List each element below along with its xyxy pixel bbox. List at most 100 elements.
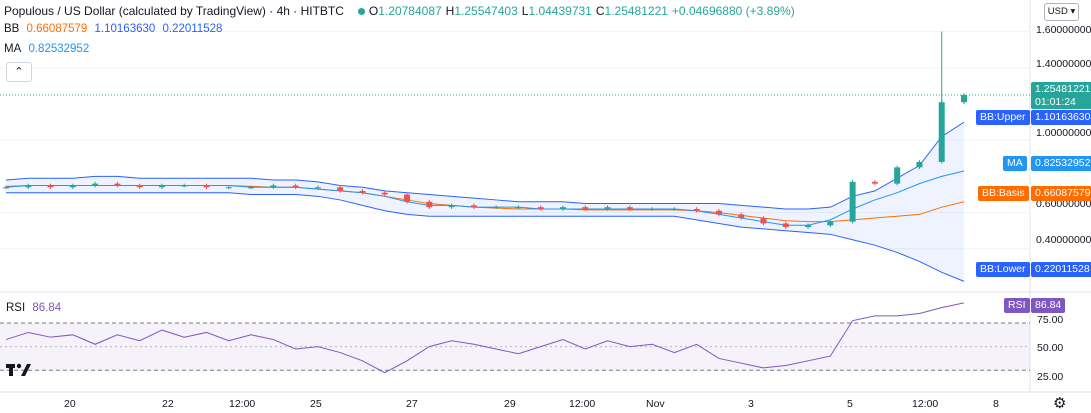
candle (782, 223, 789, 228)
candle (426, 201, 433, 208)
low-value: 1.04439731 (528, 4, 592, 18)
last-price-value: 1.25481221 (1035, 83, 1091, 95)
candle (537, 207, 544, 209)
candle (3, 187, 9, 189)
candle (203, 185, 210, 188)
bb-upper-tag-value: 1.10163630 (1031, 110, 1091, 125)
candle (671, 208, 678, 210)
tradingview-logo-icon[interactable] (6, 362, 34, 384)
price-axis-label: 1.00000000 (1036, 127, 1091, 139)
time-axis-label: 12:00 (229, 398, 256, 410)
candle (894, 167, 901, 184)
candle (827, 221, 834, 226)
gear-icon[interactable]: ⚙ (1053, 395, 1067, 412)
bb-basis-tag-label: BB:Basis (978, 186, 1029, 201)
ma-legend-name: MA (4, 43, 22, 55)
time-axis-label: 29 (504, 398, 516, 410)
candle (715, 210, 722, 215)
time-axis-label: 25 (310, 398, 322, 410)
bb-lower-tag-value: 0.22011528 (1031, 262, 1091, 277)
bb-basis-value: 0.66087579 (26, 23, 88, 35)
rsi-legend-name: RSI (6, 302, 26, 314)
high-value: 1.25547403 (454, 4, 518, 18)
chevron-down-icon: ▾ (1070, 6, 1076, 17)
time-axis-label: 3 (748, 398, 754, 410)
rsi-axis-label: 50.00 (1037, 342, 1064, 354)
bar-countdown: 01:01:24 (1035, 96, 1076, 108)
time-axis-label: 22 (162, 398, 174, 410)
ma-legend[interactable]: MA 0.82532952 (4, 43, 93, 55)
candle (738, 214, 745, 219)
candle (693, 208, 700, 211)
symbol-title[interactable]: Populous / US Dollar (calculated by Trad… (4, 4, 344, 18)
time-axis-label: 8 (993, 398, 999, 410)
candle (849, 181, 856, 222)
candle (181, 185, 188, 187)
bb-legend-name: BB (4, 23, 20, 35)
bb-lower-tag-label: BB:Lower (976, 262, 1030, 277)
bb-upper-line (5, 121, 965, 210)
candle (314, 187, 321, 189)
bb-legend[interactable]: BB 0.66087579 1.10163630 0.22011528 (4, 23, 226, 35)
ma-legend-value: 0.82532952 (28, 43, 90, 55)
candle (493, 207, 500, 209)
price-axis-label: 0.60000000 (1036, 198, 1091, 210)
candle (114, 183, 121, 186)
candle (404, 194, 411, 202)
ma-tag-value: 0.82532952 (1031, 156, 1091, 171)
bb-band-fill (6, 122, 964, 282)
candle (805, 225, 812, 228)
candle (515, 207, 522, 209)
ma-line (5, 170, 965, 226)
currency-label: USD (1047, 6, 1068, 17)
collapse-legend-button[interactable]: ⌃ (6, 62, 32, 82)
bb-lower-value: 0.22011528 (162, 23, 223, 35)
candle (158, 185, 165, 188)
market-status-dot (357, 8, 365, 16)
candle (582, 207, 589, 209)
candle (25, 185, 32, 188)
candle (47, 185, 54, 188)
currency-selector[interactable]: USD ▾ (1044, 3, 1079, 21)
candle (871, 181, 878, 184)
candle (270, 185, 277, 188)
candle (961, 94, 967, 103)
candle (92, 183, 99, 186)
chart-header: Populous / US Dollar (calculated by Trad… (4, 4, 803, 18)
bb-upper-tag-label: BB:Upper (976, 110, 1030, 125)
candle (559, 207, 566, 209)
candle (649, 208, 656, 210)
rsi-tag-value: 86.84 (1031, 298, 1066, 313)
rsi-axis-label: 25.00 (1037, 371, 1064, 383)
change-value: +0.04696880 (+3.89%) (671, 4, 795, 18)
candle (225, 187, 232, 189)
candle (448, 205, 455, 208)
candle (292, 185, 299, 188)
candle (760, 218, 767, 224)
time-axis-label: Nov (646, 398, 665, 410)
rsi-tag-label: RSI (1004, 298, 1030, 313)
candle (470, 205, 477, 208)
price-axis-area (1030, 0, 1091, 413)
candle (248, 187, 255, 189)
price-axis-label: 1.40000000 (1036, 58, 1091, 70)
time-axis-label: 12:00 (912, 398, 939, 410)
time-axis-label: 5 (847, 398, 853, 410)
ohlc-readout: O1.20784087 H1.25547403 L1.04439731 C1.2548… (368, 4, 795, 18)
bb-upper-value: 1.10163630 (94, 23, 156, 35)
time-axis-label: 27 (406, 398, 418, 410)
candle (359, 190, 366, 193)
rsi-legend-value: 86.84 (32, 302, 62, 314)
bb-lower-line (6, 192, 965, 282)
rsi-axis-label: 75.00 (1037, 314, 1064, 326)
candle (337, 187, 344, 191)
candle (381, 192, 388, 195)
time-axis-label: 20 (64, 398, 76, 410)
candle (626, 207, 633, 209)
rsi-legend[interactable]: RSI 86.84 (6, 302, 65, 314)
last-price-tag: 1.25481221 01:01:24 (1031, 82, 1091, 109)
time-axis-label: 12:00 (569, 398, 596, 410)
candle (69, 185, 76, 188)
price-axis-label: 1.60000000 (1036, 24, 1091, 36)
